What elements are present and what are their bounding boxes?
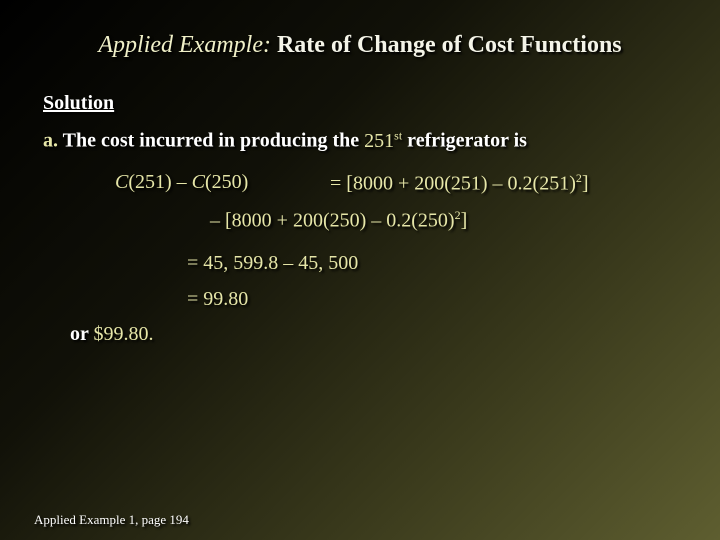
- text: = [8000 + 200(251) – 0.2(251): [330, 172, 576, 195]
- ordinal: 251st: [364, 128, 403, 152]
- exponent: 2: [454, 208, 461, 222]
- title-rest: Rate of Change of Cost Functions: [276, 32, 622, 58]
- footer: Applied Example 1, page 194: [34, 512, 189, 527]
- text: .: [148, 323, 154, 345]
- equation-line: = [8000 + 200(251) – 0.2(251)2]: [330, 171, 589, 196]
- ordinal-suffix: st: [394, 128, 403, 142]
- text: (251) –: [128, 171, 192, 193]
- text: (250): [205, 171, 249, 193]
- equation-line: = 45, 599.8 – 45, 500: [187, 252, 359, 274]
- text: The cost incurred in producing the: [62, 129, 360, 152]
- equation-line: = 99.80: [187, 288, 249, 310]
- part-label: a.: [43, 129, 58, 152]
- text: refrigerator is: [407, 129, 527, 152]
- title-lead: Applied Example:: [98, 32, 271, 58]
- equation-line: – [8000 + 200(250) – 0.2(250)2]: [210, 208, 467, 233]
- title: Applied Example: Rate of Change of Cost …: [0, 32, 720, 59]
- text: or: [70, 323, 89, 345]
- text: – [8000 + 200(250) – 0.2(250): [210, 209, 455, 232]
- exponent: 2: [575, 171, 582, 185]
- amount: $99.80: [93, 323, 149, 345]
- conclusion: or $99.80.: [70, 323, 154, 346]
- ordinal-number: 251: [364, 129, 395, 152]
- equation-lhs: C(251) – C(250): [115, 171, 248, 194]
- part-a: a. The cost incurred in producing the 25…: [43, 128, 527, 153]
- function: C: [191, 171, 206, 193]
- function: C: [115, 171, 129, 193]
- solution-heading: Solution: [43, 92, 115, 114]
- text: ]: [460, 209, 468, 232]
- text: ]: [581, 172, 589, 195]
